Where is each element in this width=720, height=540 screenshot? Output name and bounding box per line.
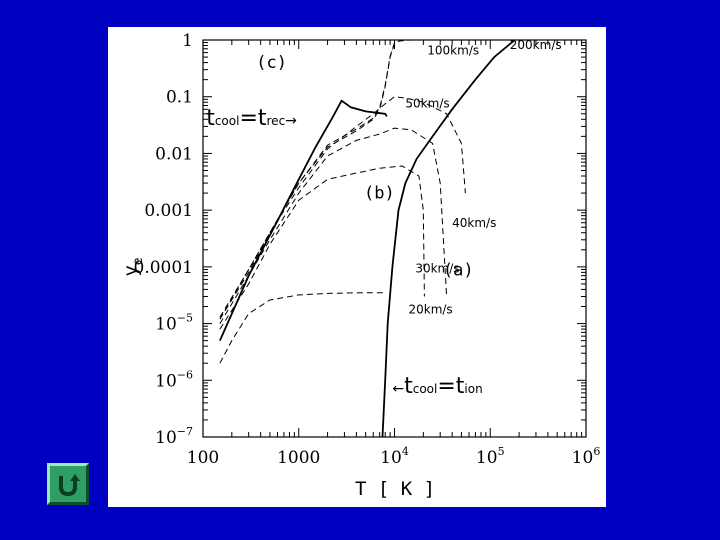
y-tick-label: 0.1 [166, 88, 193, 108]
y-tick-label: 0.0001 [134, 258, 193, 278]
y-tick-label: 10−5 [155, 312, 193, 335]
curve-label-50km-s: 50km/s [405, 96, 449, 110]
series-line-40km-s [219, 127, 448, 324]
chart: 100 1000 104 105 106 1 0.1 0.01 0.001 0.0001 10−5 1… [120, 31, 601, 500]
curve-label-30km-s: 30km/s [415, 261, 459, 275]
y-axis-label-main: y [120, 265, 142, 276]
plot-frame [202, 39, 587, 438]
y-tick-label: 0.01 [155, 144, 193, 164]
y-tick-label: 10−6 [155, 368, 193, 391]
curve-label-200km-s: 200km/s [510, 38, 562, 52]
tion-label: ←tcool=tion [392, 374, 482, 399]
axes: 100 1000 104 105 106 1 0.1 0.01 0.001 0.0001 10−5 1… [134, 31, 601, 468]
x-tick-label: 1000 [277, 448, 320, 468]
x-tick-label: 100 [187, 448, 219, 468]
series-line-200km-s [219, 39, 424, 318]
x-axis-label: T [ K ] [355, 478, 435, 500]
y-tick-label: 0.001 [144, 201, 193, 221]
curve-label-40km-s: 40km/s [452, 216, 496, 230]
y-axis-label: ye [120, 257, 146, 276]
annotation-b: (b) [364, 184, 395, 204]
series-line-30km-s [219, 165, 425, 330]
annotation-c: (c) [256, 53, 287, 73]
slide-panel: 100 1000 104 105 106 1 0.1 0.01 0.001 0.0001 10−5 1… [108, 27, 606, 507]
series-line-20km-s [219, 292, 386, 364]
annotation-a: (a) [443, 261, 474, 281]
series-line-100km-s [219, 39, 412, 320]
curve-label-100km-s: 100km/s [427, 44, 479, 58]
x-tick-label: 106 [572, 445, 601, 468]
series-layer [219, 39, 516, 438]
x-tick-label: 105 [476, 445, 505, 468]
series-line-t-cool-t-rec [219, 99, 388, 341]
y-tick-label: 1 [182, 31, 193, 51]
series-line-t-cool-t-ion [381, 39, 516, 438]
trec-label: tcool=trec→ [206, 106, 297, 131]
svg-text:ye: ye [120, 257, 146, 276]
return-button[interactable] [47, 463, 89, 505]
y-axis-label-sub: e [131, 257, 146, 265]
u-turn-icon [59, 474, 80, 497]
y-tick-label: 10−7 [155, 425, 193, 448]
x-tick-label: 104 [380, 445, 409, 468]
curve-label-20km-s: 20km/s [408, 303, 452, 317]
labels-layer: 20km/s 30km/s 40km/s 50km/s 100km/s 200km/s (c… [206, 38, 561, 399]
